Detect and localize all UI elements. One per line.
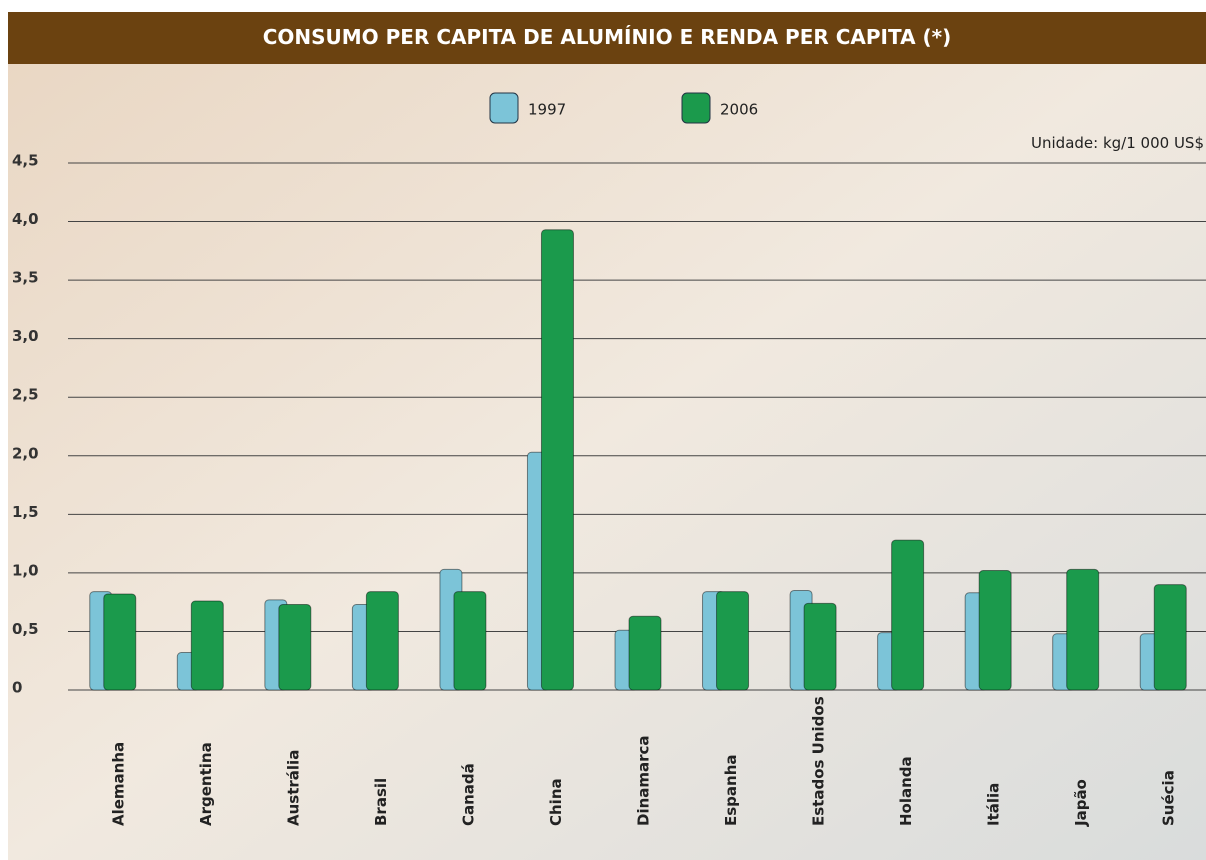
legend-label: 2006 [720,101,758,119]
legend-label: 1997 [528,101,566,119]
bar [1153,584,1187,691]
bar [716,591,750,691]
bar [540,229,574,691]
x-tick-label: Canadá [459,763,477,826]
legend-swatch [489,92,519,124]
y-tick-label: 0 [12,679,22,697]
x-tick-label: Holanda [897,756,915,826]
bar [190,600,224,691]
x-tick-label: Estados Unidos [810,696,828,826]
unit-label: Unidade: kg/1 000 US$ [1031,134,1204,152]
y-tick-label: 0,5 [12,620,39,638]
title-bar [8,12,1206,64]
y-tick-label: 2,0 [12,444,39,462]
bar [803,602,837,691]
y-tick-label: 3,0 [12,327,39,345]
bar [1066,568,1100,691]
x-tick-label: Suécia [1160,770,1178,826]
y-tick-label: 1,5 [12,503,39,521]
bar [278,604,312,691]
bar [365,591,399,691]
bar [628,615,662,691]
legend-swatch [681,92,711,124]
y-tick-label: 2,5 [12,386,39,404]
bar [978,570,1012,691]
bar [453,591,487,691]
y-tick-label: 4,5 [12,152,39,170]
x-tick-label: Espanha [722,754,740,826]
bar [103,593,137,691]
background [8,12,1206,860]
x-tick-label: Alemanha [109,742,127,826]
x-tick-label: Dinamarca [635,735,653,826]
x-tick-label: China [547,778,565,826]
x-tick-label: Austrália [284,750,302,826]
x-tick-label: Itália [985,783,1003,826]
x-tick-label: Japão [1072,779,1090,827]
x-tick-label: Brasil [372,778,390,826]
y-tick-label: 3,5 [12,269,39,287]
y-tick-label: 4,0 [12,210,39,228]
x-tick-label: Argentina [197,742,215,826]
bar [891,539,925,691]
y-tick-label: 1,0 [12,561,39,579]
chart-title: CONSUMO PER CAPITA DE ALUMÍNIO E RENDA P… [263,25,952,49]
